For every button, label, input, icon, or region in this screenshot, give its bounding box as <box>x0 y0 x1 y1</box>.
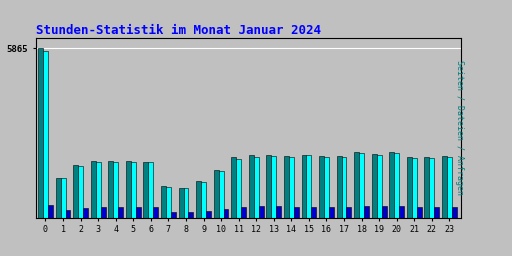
Bar <box>241 207 246 218</box>
Bar <box>126 161 131 218</box>
Bar <box>179 188 183 218</box>
Bar <box>294 207 298 218</box>
Bar <box>359 153 364 218</box>
Bar <box>311 207 316 218</box>
Bar <box>289 157 294 218</box>
Bar <box>354 152 359 218</box>
Bar <box>48 206 53 218</box>
Bar <box>183 188 188 218</box>
Bar <box>60 178 66 218</box>
Bar <box>188 212 194 218</box>
Bar <box>266 155 271 218</box>
Bar <box>452 207 457 218</box>
Bar <box>434 207 439 218</box>
Bar <box>78 166 83 218</box>
Text: Stunden-Statistik im Monat Januar 2024: Stunden-Statistik im Monat Januar 2024 <box>36 24 321 37</box>
Bar <box>153 207 158 218</box>
Bar <box>83 208 88 218</box>
Bar <box>236 159 241 218</box>
Bar <box>136 207 141 218</box>
Bar <box>307 155 311 218</box>
Bar <box>319 156 324 218</box>
Bar <box>442 156 447 218</box>
Bar <box>417 207 422 218</box>
Bar <box>284 156 289 218</box>
Bar <box>342 157 347 218</box>
Bar <box>337 156 342 218</box>
Bar <box>143 162 148 218</box>
Bar <box>412 158 417 218</box>
Bar <box>372 154 377 218</box>
Bar <box>148 162 153 218</box>
Bar <box>66 209 71 218</box>
Bar <box>407 157 412 218</box>
Bar <box>394 153 399 218</box>
Bar <box>399 206 404 218</box>
Bar <box>276 206 281 218</box>
Bar <box>131 162 136 218</box>
Bar <box>231 157 236 218</box>
Bar <box>214 170 219 218</box>
Bar <box>347 207 351 218</box>
Bar <box>447 157 452 218</box>
Bar <box>166 187 171 218</box>
Bar <box>206 211 211 218</box>
Bar <box>259 206 264 218</box>
Bar <box>381 206 387 218</box>
Bar <box>302 155 307 218</box>
Bar <box>196 180 201 218</box>
Bar <box>118 207 123 218</box>
Bar <box>430 158 434 218</box>
Bar <box>424 157 430 218</box>
Bar <box>201 182 206 218</box>
Bar <box>161 186 166 218</box>
Bar <box>324 157 329 218</box>
Bar <box>91 161 96 218</box>
Bar <box>56 178 60 218</box>
Bar <box>224 209 228 218</box>
Bar <box>113 162 118 218</box>
Bar <box>43 51 48 218</box>
Bar <box>38 48 43 218</box>
Bar <box>377 155 381 218</box>
Bar <box>364 206 369 218</box>
Bar <box>171 211 176 218</box>
Bar <box>101 207 105 218</box>
Y-axis label: Seiten / Dateien / Anfragen: Seiten / Dateien / Anfragen <box>455 60 463 196</box>
Bar <box>219 171 224 218</box>
Bar <box>249 155 254 218</box>
Bar <box>109 161 113 218</box>
Bar <box>329 207 334 218</box>
Bar <box>271 156 276 218</box>
Bar <box>254 157 259 218</box>
Bar <box>96 162 101 218</box>
Bar <box>389 152 394 218</box>
Bar <box>73 165 78 218</box>
